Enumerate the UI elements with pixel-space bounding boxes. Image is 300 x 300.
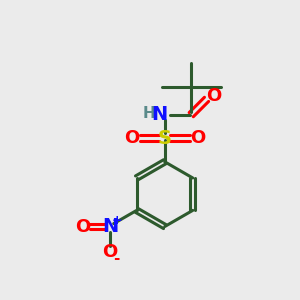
- Text: H: H: [143, 106, 156, 121]
- Text: O: O: [190, 129, 205, 147]
- Text: O: O: [124, 129, 140, 147]
- Text: O: O: [103, 243, 118, 261]
- Text: O: O: [206, 87, 221, 105]
- Text: +: +: [111, 214, 122, 226]
- Text: -: -: [113, 250, 120, 266]
- Text: S: S: [158, 129, 172, 148]
- Text: N: N: [102, 217, 118, 236]
- Text: N: N: [151, 105, 167, 124]
- Text: O: O: [75, 218, 90, 236]
